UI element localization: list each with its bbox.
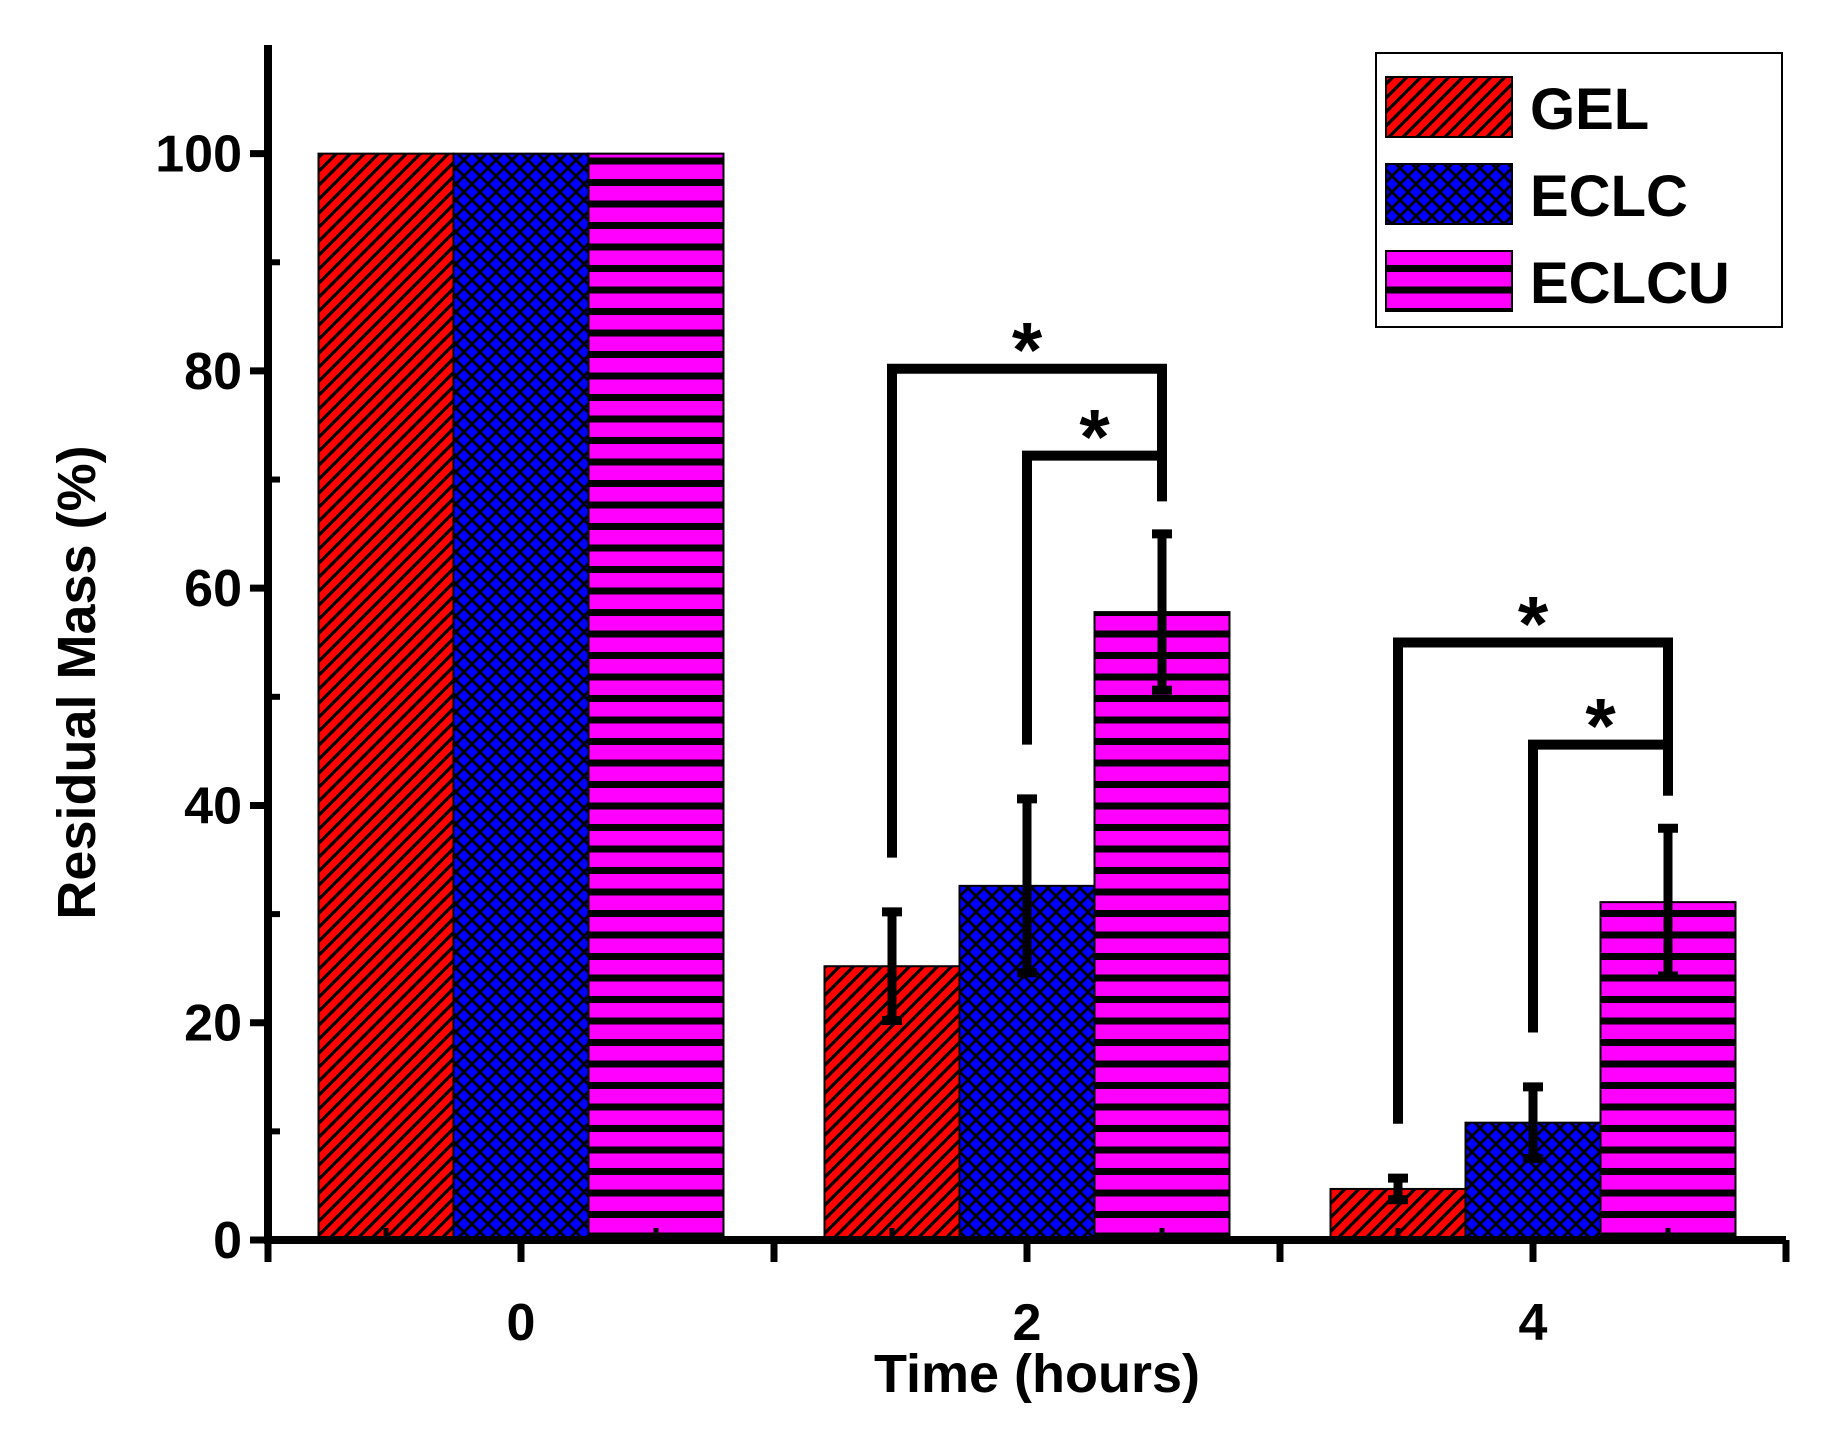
y-tick-label-60: 60 (184, 560, 242, 618)
y-tick-label-0: 0 (213, 1212, 242, 1270)
legend-label-eclc: ECLC (1530, 164, 1688, 229)
legend-swatch-eclcu (1385, 250, 1513, 312)
significance-star: * (1518, 580, 1549, 668)
y-tick-label-80: 80 (184, 343, 242, 401)
bar-gel-0 (317, 152, 455, 1242)
error-bar-gel-4 (1388, 1173, 1408, 1205)
x-tick-label-2: 2 (1013, 1294, 1042, 1352)
significance-star: * (1012, 306, 1043, 394)
x-tick-label-0: 0 (507, 1294, 536, 1352)
y-axis-title: Residual Mass (%) (47, 445, 107, 919)
legend-swatch-gel (1385, 76, 1513, 138)
bar-eclcu-0 (587, 152, 725, 1242)
significance-bracket: * (887, 306, 1167, 858)
x-axis-title: Time (hours) (874, 1344, 1200, 1404)
error-bar-eclc-2 (1017, 794, 1037, 978)
legend: GEL ECLC ECLCU (1375, 52, 1783, 328)
error-bar-eclcu-2 (1152, 529, 1172, 695)
legend-label-eclcu: ECLCU (1530, 251, 1730, 316)
error-bar-eclc-4 (1523, 1082, 1543, 1164)
significance-star: * (1079, 393, 1110, 481)
y-tick-label-20: 20 (184, 995, 242, 1053)
y-tick-label-40: 40 (184, 777, 242, 835)
significance-star: * (1585, 682, 1616, 770)
legend-label-gel: GEL (1530, 77, 1649, 142)
bar-eclc-0 (452, 152, 590, 1242)
significance-bracket: * (1393, 580, 1673, 1124)
significance-bracket: * (1528, 682, 1673, 1033)
y-tick-label-100: 100 (155, 126, 242, 184)
legend-swatch-eclc (1385, 163, 1513, 225)
bar-eclcu-2 (1093, 611, 1231, 1241)
significance-bracket: * (1022, 393, 1167, 745)
error-bar-eclcu-4 (1658, 823, 1678, 981)
error-bar-gel-2 (882, 907, 902, 1026)
x-tick-label-4: 4 (1519, 1294, 1548, 1352)
